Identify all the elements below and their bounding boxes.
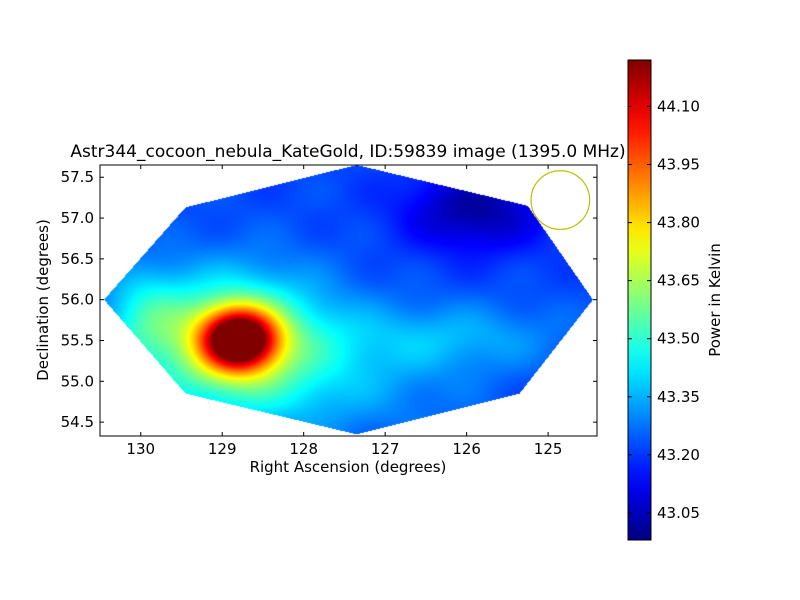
y-tick-label: 56.5 bbox=[61, 250, 94, 268]
plot-area: 130 129 128 127 126 125 54.555.055.556.056.55… bbox=[61, 164, 598, 458]
colorbar-tick-label: 44.10 bbox=[657, 97, 700, 115]
colorbar-tick-label: 43.35 bbox=[657, 388, 700, 406]
heatmap-image bbox=[100, 165, 597, 436]
x-tick-label: 125 bbox=[534, 440, 563, 458]
x-axis-ticks: 130 129 128 127 126 125 bbox=[126, 165, 562, 458]
colorbar: 43.05 43.20 43.35 43.50 43.65 43.80 43.95 44.10 bbox=[627, 59, 700, 541]
colorbar-frame bbox=[627, 59, 652, 541]
colorbar-gradient bbox=[628, 60, 651, 540]
colorbar-tick-label: 43.65 bbox=[657, 272, 700, 290]
x-tick-label: 128 bbox=[289, 440, 318, 458]
y-tick-label: 57.5 bbox=[61, 168, 94, 186]
x-axis-label: Right Ascension (degrees) bbox=[250, 458, 447, 476]
y-tick-label: 54.5 bbox=[61, 413, 94, 431]
colorbar-tick-label: 43.95 bbox=[657, 156, 700, 174]
x-tick-label: 129 bbox=[208, 440, 237, 458]
colorbar-ticks: 43.05 43.20 43.35 43.50 43.65 43.80 43.95 44.10 bbox=[628, 97, 700, 522]
chart-title: Astr344_cocoon_nebula_KateGold, ID:59839… bbox=[70, 142, 625, 162]
x-tick-label: 130 bbox=[126, 440, 155, 458]
colorbar-tick-label: 43.20 bbox=[657, 446, 700, 464]
colorbar-tick-label: 43.05 bbox=[657, 504, 700, 522]
x-tick-label: 126 bbox=[452, 440, 481, 458]
x-tick-label: 127 bbox=[371, 440, 400, 458]
y-axis-label: Declination (degrees) bbox=[34, 219, 52, 381]
y-axis-ticks: 54.5 55.0 55.5 56.0 56.5 57.0 57.5 bbox=[61, 168, 597, 431]
y-tick-label: 57.0 bbox=[61, 209, 94, 227]
y-tick-label: 55.0 bbox=[61, 372, 94, 390]
colorbar-tick-label: 43.50 bbox=[657, 330, 700, 348]
beam-circle bbox=[530, 170, 591, 231]
colorbar-label: Power in Kelvin bbox=[706, 243, 724, 357]
y-tick-label: 55.5 bbox=[61, 331, 94, 349]
y-tick-label: 56.0 bbox=[61, 291, 94, 309]
colorbar-tick-label: 43.80 bbox=[657, 214, 700, 232]
plot-frame bbox=[99, 164, 598, 437]
